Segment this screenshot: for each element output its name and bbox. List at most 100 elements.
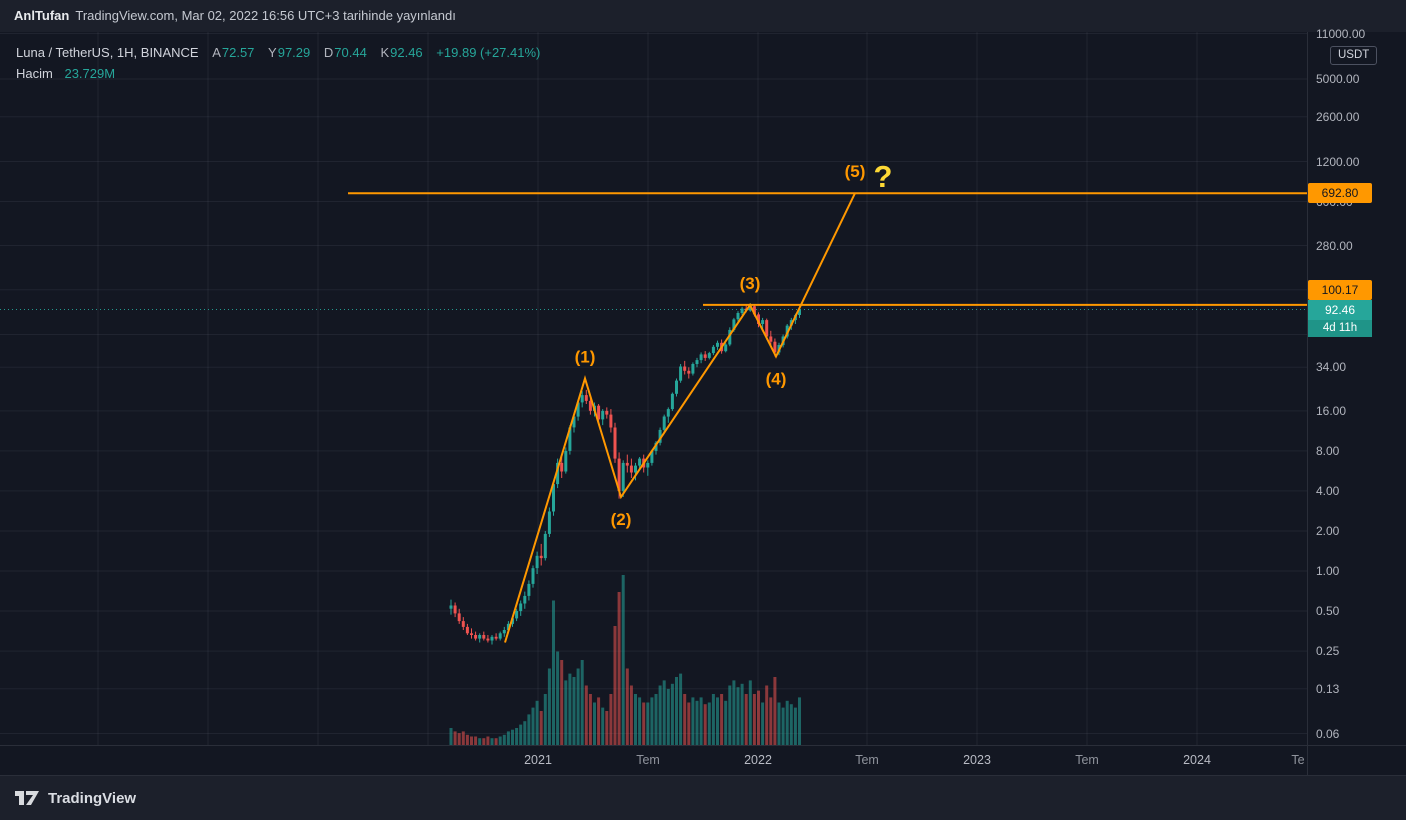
candle-body	[650, 450, 654, 463]
volume-bar	[515, 728, 519, 745]
volume-bar	[511, 729, 514, 745]
candle-body	[798, 309, 801, 315]
volume-bar	[539, 711, 543, 745]
volume-value: 23.729M	[64, 66, 116, 81]
axis-corner-divider	[1307, 745, 1308, 775]
volume-bar	[752, 694, 756, 745]
volume-bar	[605, 711, 609, 745]
time-axis-label: 2022	[744, 753, 772, 767]
candle-body	[470, 633, 473, 635]
volume-bar	[465, 734, 469, 745]
volume-layer	[449, 575, 801, 745]
volume-bar	[683, 694, 687, 745]
volume-bar	[498, 736, 502, 745]
candle-body	[687, 370, 691, 374]
volume-bar	[490, 738, 494, 745]
volume-bar	[757, 690, 760, 745]
candle-body	[461, 621, 465, 627]
candle-body	[621, 462, 625, 491]
candle-body	[527, 583, 531, 596]
price-axis-label: 4.00	[1316, 483, 1340, 498]
candle-body	[457, 613, 461, 622]
volume-bar	[711, 694, 715, 745]
volume-bar	[658, 685, 662, 745]
candle-body	[535, 555, 539, 569]
candle-body	[703, 354, 707, 358]
candle-body	[634, 465, 637, 473]
candle-body	[769, 336, 773, 342]
volume-bar	[777, 702, 781, 745]
candle-body	[617, 458, 621, 491]
candle-body	[666, 409, 670, 417]
price-axis[interactable]: USDT 11000.005000.002600.001200.00600.00…	[1307, 27, 1406, 745]
time-axis-label: 2024	[1183, 753, 1211, 767]
candle-body	[486, 638, 490, 641]
volume-bar	[572, 677, 576, 745]
price-axis-label: 2.00	[1316, 524, 1340, 538]
close-label: K	[380, 45, 390, 60]
candle-body	[711, 346, 715, 354]
symbol-title[interactable]: Luna / TetherUS, 1H, BINANCE	[16, 45, 199, 60]
candle-body	[773, 341, 777, 353]
candle-body	[748, 306, 752, 311]
volume-bar	[535, 700, 539, 745]
volume-bar	[646, 702, 650, 745]
candle-body	[523, 595, 527, 604]
volume-bar	[703, 704, 707, 745]
volume-bar	[580, 660, 584, 745]
high-label: Y	[268, 45, 277, 60]
candle-body	[449, 605, 453, 609]
candle-body	[609, 414, 613, 428]
time-axis-label: Tem	[1075, 753, 1099, 767]
candle-body	[625, 462, 629, 466]
volume-bar	[494, 738, 498, 745]
volume-bar	[650, 697, 654, 745]
currency-unit-badge[interactable]: USDT	[1330, 46, 1378, 65]
chart-area[interactable]: (1) (2) (3) (4) (5)? Luna / TetherUS, 1H, BI…	[0, 32, 1307, 745]
volume-bar	[728, 685, 732, 745]
volume-bar	[584, 685, 588, 745]
volume-bar	[457, 733, 461, 745]
volume-bar	[716, 697, 719, 745]
volume-bar	[695, 700, 699, 745]
candle-body	[638, 458, 642, 466]
volume-bar	[744, 694, 748, 745]
volume-bar	[547, 668, 551, 745]
volume-bar	[785, 700, 789, 745]
volume-bar	[798, 697, 801, 745]
price-axis-label: 11000.00	[1316, 26, 1366, 41]
volume-label[interactable]: Hacim	[16, 66, 53, 81]
current-price-badge: 92.46 4d 11h	[1308, 299, 1372, 337]
tradingview-logo-icon[interactable]	[14, 788, 40, 808]
candle-body	[757, 314, 760, 324]
wave-label: (1)	[575, 348, 596, 367]
publish-bar: AnlTufan TradingView.com, Mar 02, 2022 16…	[0, 0, 1406, 32]
volume-bar	[732, 680, 736, 745]
volume-bar	[568, 673, 572, 745]
volume-bar	[601, 707, 605, 745]
price-axis-label: 1200.00	[1316, 154, 1360, 169]
elliott-wave-line[interactable]	[504, 192, 856, 643]
candle-countdown: 4d 11h	[1308, 319, 1372, 337]
time-axis[interactable]: 2021 Tem 2022 Tem 2023 Tem 2024 Te	[0, 745, 1406, 776]
price-axis-label: 34.00	[1316, 360, 1347, 375]
tradingview-brand[interactable]: TradingView	[48, 789, 137, 807]
volume-bar	[625, 668, 629, 745]
volume-bar	[642, 702, 646, 745]
chart-canvas[interactable]: (1) (2) (3) (4) (5)?	[0, 32, 1307, 745]
candle-body	[736, 313, 740, 320]
volume-bar	[576, 668, 580, 745]
close-value: 92.46	[390, 45, 423, 60]
volume-bar	[675, 677, 678, 745]
volume-bar	[531, 707, 535, 745]
open-value: 72.57	[221, 45, 255, 60]
volume-bar	[613, 626, 617, 745]
volume-bar	[552, 600, 555, 745]
volume-bar	[453, 731, 457, 745]
volume-bar	[707, 702, 711, 745]
price-axis-label: 0.25	[1316, 644, 1340, 659]
candle-body	[588, 400, 592, 411]
volume-bar	[621, 575, 625, 745]
price-axis-label: 5000.00	[1316, 72, 1360, 86]
volume-bar	[748, 680, 752, 745]
